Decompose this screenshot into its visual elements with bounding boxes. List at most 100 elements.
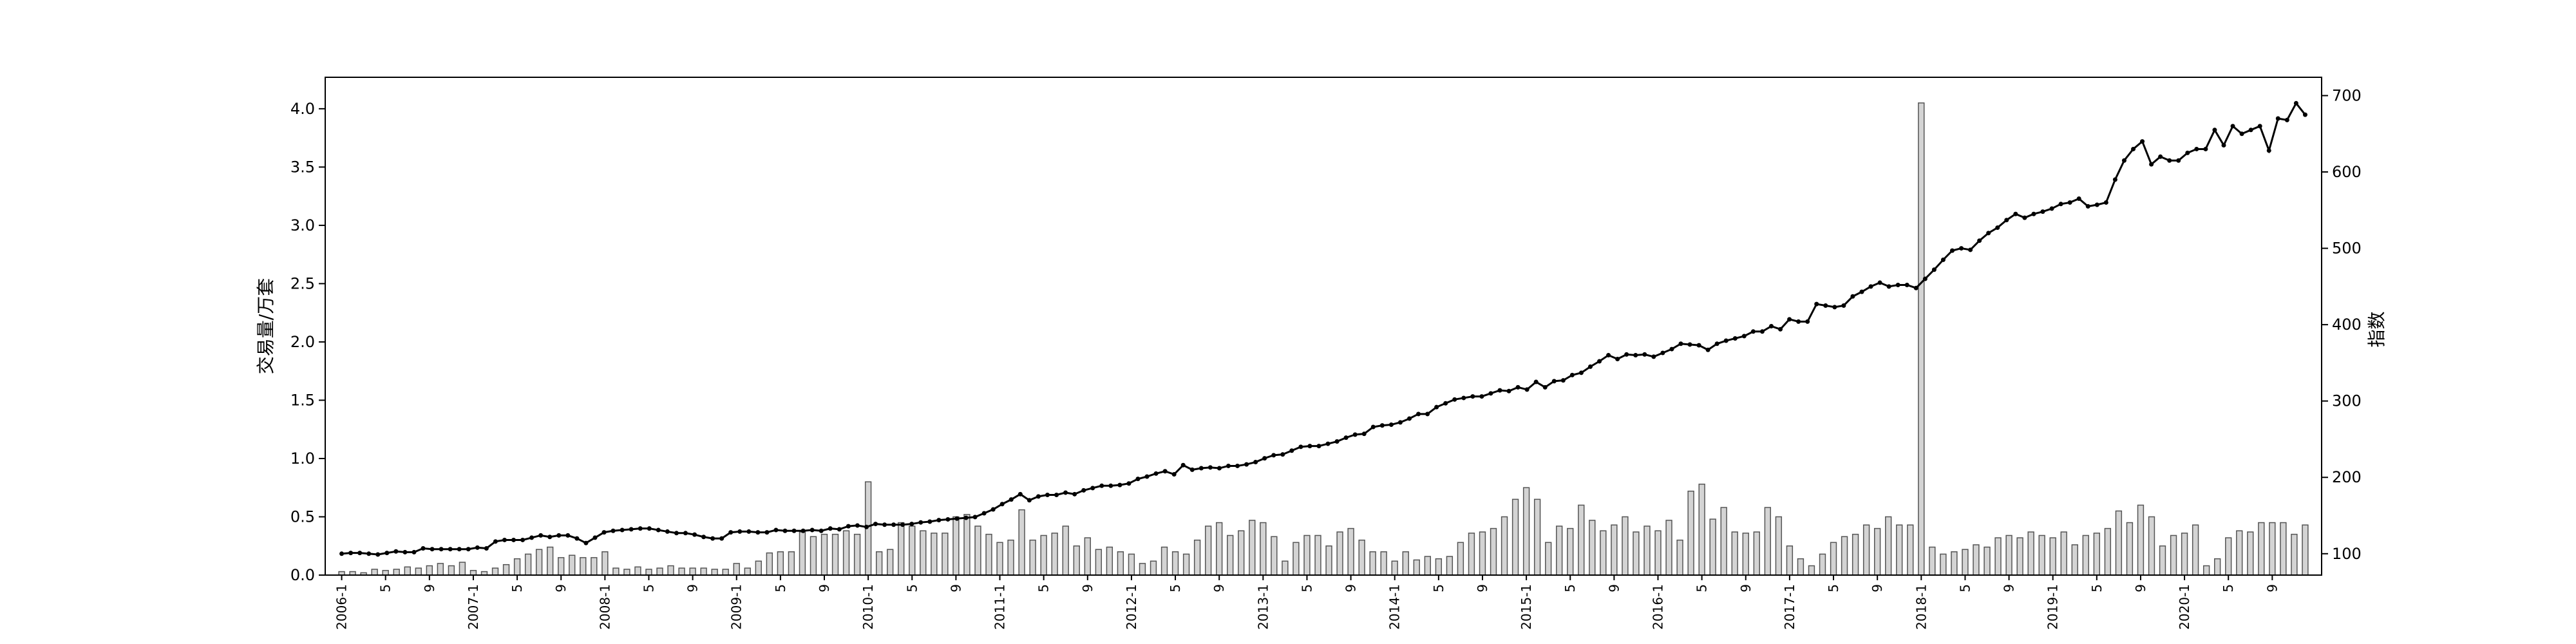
index-point [1289,448,1294,453]
x-tick-label: 9 [1870,584,1885,592]
index-point [1814,301,1819,307]
bar [2236,530,2243,576]
left-tick-label: 4.0 [290,100,315,118]
bar [1150,560,1157,576]
right-y-axis: 100 200 300 400 500 600 700 [2322,86,2362,563]
index-point [674,531,679,536]
bar [996,542,1003,576]
bar [601,551,609,576]
index-point [1877,280,1882,285]
index-point [972,515,978,520]
bar [2159,545,2166,576]
bar [2038,535,2045,576]
index-point [2275,116,2280,121]
index-point [1253,460,1258,465]
index-point [701,535,706,540]
index-point [2112,177,2117,182]
bar [1402,551,1409,576]
index-point [828,526,833,531]
bar [777,551,784,576]
index-point [900,522,905,527]
index-point [1488,391,1493,396]
bar [1490,527,1497,576]
x-tick-label: 2010-1 [860,584,876,630]
index-point [1217,466,1222,471]
bar [1665,520,1672,576]
x-tick-label: 9 [817,584,832,592]
left-tick-label: 0.0 [290,566,315,584]
x-tick-label: 5 [1694,584,1710,592]
bar [1238,530,1245,576]
index-point [1823,303,1828,308]
index-point [1859,289,1864,294]
bar [2225,537,2232,576]
index-point [2121,158,2126,163]
bar [2082,535,2089,576]
index-point [764,530,770,535]
index-point [837,527,842,532]
index-point [2158,154,2163,159]
bar [1249,520,1256,576]
index-point [1850,294,1855,299]
index-point [2203,146,2208,151]
bar [1808,565,1815,576]
bar [1951,551,1958,576]
bar [1676,539,1683,576]
index-point [502,537,507,542]
index-point [1009,497,1014,502]
index-point [1624,352,1629,357]
bar [1973,544,1980,576]
index-point [2131,146,2136,151]
index-point [1542,384,1548,390]
index-point [2004,218,2009,223]
index-point [1886,284,1891,289]
index-point [339,551,345,556]
index-point [1651,354,1656,359]
x-tick-label: 5 [1562,584,1578,592]
bar [2016,537,2023,576]
index-point [538,533,544,538]
index-point [565,533,571,538]
index-point [2266,148,2271,153]
bar [1654,530,1662,576]
index-point [1913,285,1918,290]
bar [788,551,795,576]
bar [2005,535,2012,576]
index-point [1434,404,1439,410]
bar [2093,533,2101,576]
index-point [1841,303,1846,308]
bar [1435,558,1443,576]
x-tick-label: 5 [509,584,525,592]
index-point [1316,444,1321,449]
bar [591,557,598,576]
index-point [2284,117,2289,122]
index-point [1805,319,1810,324]
index-point [746,529,752,534]
bar [931,533,938,576]
index-point [1198,466,1204,471]
index-point [1470,394,1475,399]
x-tick-label: 9 [1211,584,1227,592]
index-point [601,530,607,535]
index-point [421,546,426,551]
bar [2181,533,2188,576]
index-point [1678,341,1683,346]
index-point [773,527,779,533]
x-tick-label: 5 [641,584,656,592]
index-point [1099,483,1104,488]
right-tick-label: 500 [2332,240,2362,258]
bar [1369,551,1376,576]
index-point [647,526,652,531]
bar [1643,526,1651,576]
bar [733,563,740,576]
bar [799,531,806,576]
index-point [1416,412,1421,417]
index-point [2040,209,2045,214]
x-tick-label: 5 [1299,584,1314,592]
x-tick-label: 2019-1 [2045,584,2061,630]
index-point [936,518,942,523]
bar [558,557,565,576]
bar [1479,531,1486,576]
index-point [710,536,715,541]
index-point [2257,124,2262,129]
